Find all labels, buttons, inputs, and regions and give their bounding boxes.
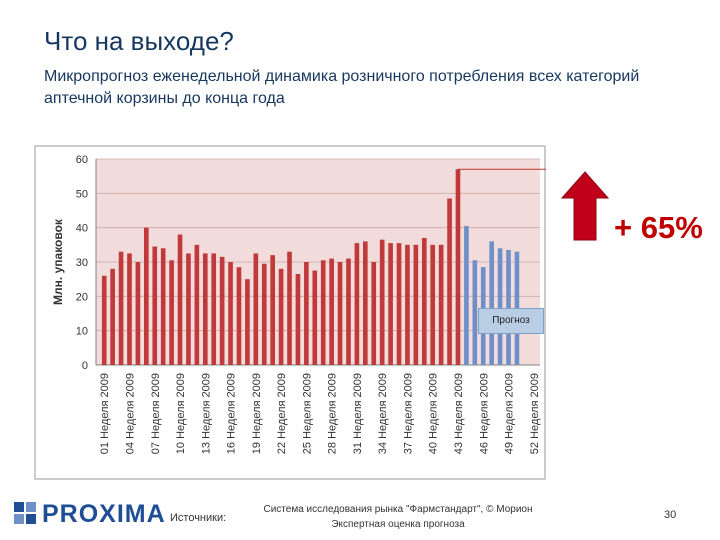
- bar: [253, 253, 259, 365]
- bar: [320, 260, 326, 365]
- x-tick-label: 19 Неделя 2009: [251, 373, 263, 454]
- y-tick-label: 10: [76, 326, 88, 338]
- x-tick-label: 31 Неделя 2009: [352, 373, 364, 454]
- bar: [202, 253, 208, 365]
- bar: [245, 279, 250, 365]
- bar: [413, 244, 419, 365]
- bar: [363, 241, 368, 365]
- page-number: 30: [664, 509, 677, 521]
- bar: [295, 274, 301, 365]
- bar: [329, 258, 334, 365]
- bar: [270, 255, 275, 365]
- y-tick-label: 30: [76, 257, 88, 269]
- bar: [497, 248, 503, 365]
- x-tick-label: 34 Неделя 2009: [377, 373, 389, 454]
- x-tick-label: 49 Неделя 2009: [504, 373, 516, 454]
- bar: [228, 262, 233, 365]
- sources-label: Источники:: [170, 512, 227, 524]
- bar: [169, 260, 174, 365]
- x-tick-label: 43 Неделя 2009: [453, 373, 465, 454]
- growth-percent: + 65%: [614, 210, 703, 245]
- x-tick-label: 46 Неделя 2009: [478, 373, 490, 454]
- bar: [447, 198, 452, 365]
- forecast-label: Прогноз: [478, 308, 544, 334]
- bar: [506, 249, 511, 365]
- bar: [304, 262, 309, 365]
- y-tick-label: 0: [82, 360, 88, 372]
- x-tick-label: 07 Неделя 2009: [150, 373, 162, 454]
- proxima-logo: PROXIMA: [14, 500, 166, 528]
- bar: [152, 246, 158, 365]
- bar: [211, 253, 217, 365]
- y-tick-label: 20: [76, 291, 88, 303]
- page-subtitle: Микропрогноз еженедельной динамика розни…: [44, 68, 640, 107]
- bar: [186, 253, 191, 365]
- bar: [110, 268, 115, 365]
- bar: [160, 248, 166, 365]
- y-axis-label: Млн. упаковок: [51, 218, 65, 305]
- bar: [135, 262, 141, 365]
- x-tick-label: 01 Неделя 2009: [99, 373, 111, 454]
- x-tick-label: 13 Неделя 2009: [200, 373, 212, 454]
- bar: [337, 262, 343, 365]
- bar: [194, 244, 200, 365]
- x-tick-label: 25 Неделя 2009: [301, 373, 313, 454]
- bar: [127, 253, 132, 365]
- bar: [177, 234, 183, 365]
- logo-text: PROXIMA: [42, 499, 166, 528]
- bar: [261, 263, 267, 365]
- page-title: Что на выходе?: [44, 26, 234, 56]
- bar: [438, 244, 444, 365]
- bar: [421, 237, 427, 365]
- x-tick-label: 22 Неделя 2009: [276, 373, 288, 454]
- y-tick-label: 60: [76, 154, 88, 166]
- bar: [312, 270, 318, 365]
- x-tick-label: 28 Неделя 2009: [327, 373, 339, 454]
- x-tick-label: 40 Неделя 2009: [428, 373, 440, 454]
- sources-text: Система исследования рынка "Фармстандарт…: [263, 504, 533, 530]
- bar: [219, 256, 225, 365]
- bar-chart: 0 10 20 30 40 50 60 Млн. упаковок 01 Неделя 2009…: [34, 145, 546, 480]
- bar: [346, 258, 351, 365]
- x-tick-label: 10 Неделя 2009: [175, 373, 187, 454]
- bar: [278, 268, 284, 365]
- bar: [236, 267, 242, 365]
- bar: [489, 241, 494, 365]
- y-tick-label: 50: [76, 188, 88, 200]
- bar: [472, 260, 478, 365]
- bar: [396, 243, 402, 365]
- bar: [287, 251, 292, 365]
- bar: [371, 262, 377, 365]
- bar: [118, 251, 124, 365]
- bar: [379, 239, 385, 365]
- bar: [455, 169, 461, 365]
- bar: [464, 225, 469, 365]
- x-tick-label: 52 Неделя 2009: [529, 373, 541, 454]
- bar: [388, 243, 393, 365]
- x-tick-label: 04 Неделя 2009: [124, 373, 136, 454]
- bar: [101, 275, 107, 365]
- bar: [354, 243, 360, 365]
- bar: [405, 244, 410, 365]
- x-tick-label: 16 Неделя 2009: [226, 373, 238, 454]
- up-arrow-icon: [560, 171, 610, 241]
- bar: [430, 244, 436, 365]
- bar: [144, 227, 149, 365]
- logo-mark-icon: [14, 502, 38, 526]
- x-tick-label: 37 Неделя 2009: [402, 373, 414, 454]
- y-tick-label: 40: [76, 223, 88, 235]
